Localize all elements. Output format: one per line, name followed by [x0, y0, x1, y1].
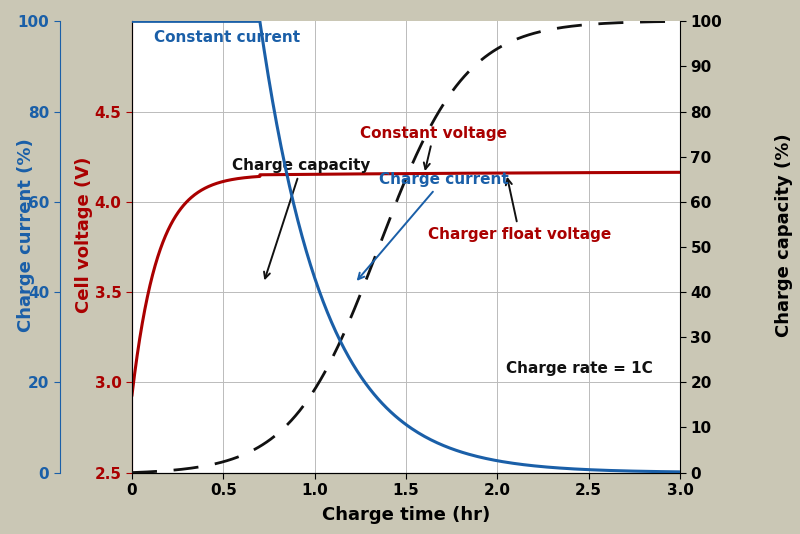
Text: Charge current (%): Charge current (%): [17, 138, 34, 332]
Text: Charge current: Charge current: [358, 172, 508, 279]
Text: Constant voltage: Constant voltage: [360, 126, 507, 169]
Text: Charge capacity (%): Charge capacity (%): [775, 133, 793, 337]
Text: Charge capacity: Charge capacity: [233, 158, 371, 278]
Text: Charge rate = 1C: Charge rate = 1C: [506, 362, 654, 376]
Text: Charger float voltage: Charger float voltage: [428, 179, 611, 242]
Text: Cell voltage (V): Cell voltage (V): [75, 157, 93, 313]
Text: Constant current: Constant current: [154, 30, 300, 45]
X-axis label: Charge time (hr): Charge time (hr): [322, 506, 490, 524]
